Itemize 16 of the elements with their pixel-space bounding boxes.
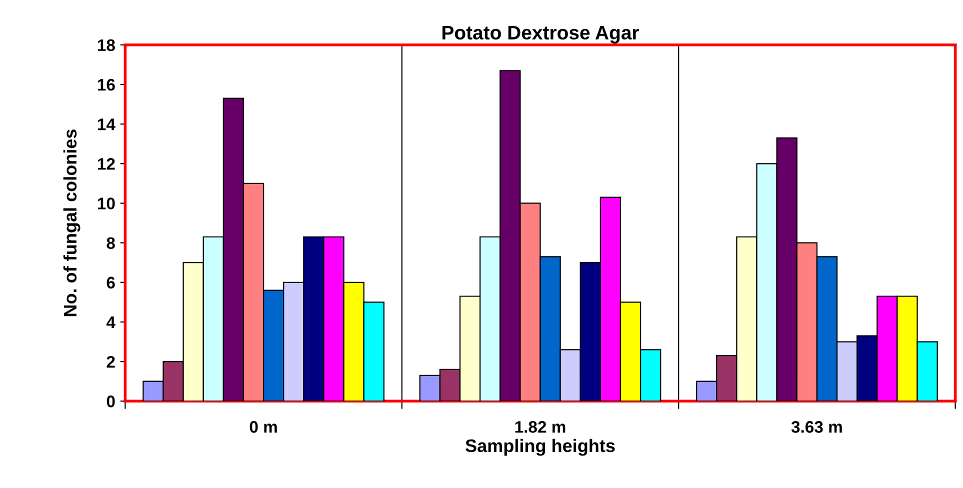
- x-axis-title: Sampling heights: [466, 438, 615, 456]
- y-tick-label: 14: [98, 118, 116, 130]
- y-tick-label: 16: [98, 78, 115, 91]
- y-tick-label: 12: [98, 158, 115, 170]
- x-tick-label: 0 m: [250, 421, 277, 433]
- y-tick-label: 6: [106, 276, 115, 289]
- x-tick-label: 1.82 m: [515, 421, 566, 433]
- y-tick-label: 2: [106, 356, 115, 368]
- y-tick-label: 8: [106, 237, 115, 250]
- y-tick-label: 10: [98, 198, 115, 210]
- y-tick-label: 18: [98, 39, 115, 52]
- x-tick-label: 3.63 m: [791, 421, 842, 433]
- y-tick-label: 4: [106, 316, 116, 328]
- chart-title: Potato Dextrose Agar: [442, 26, 639, 44]
- y-tick-label: 0: [106, 396, 115, 408]
- y-axis-title: No. of fungal colonies: [63, 129, 80, 316]
